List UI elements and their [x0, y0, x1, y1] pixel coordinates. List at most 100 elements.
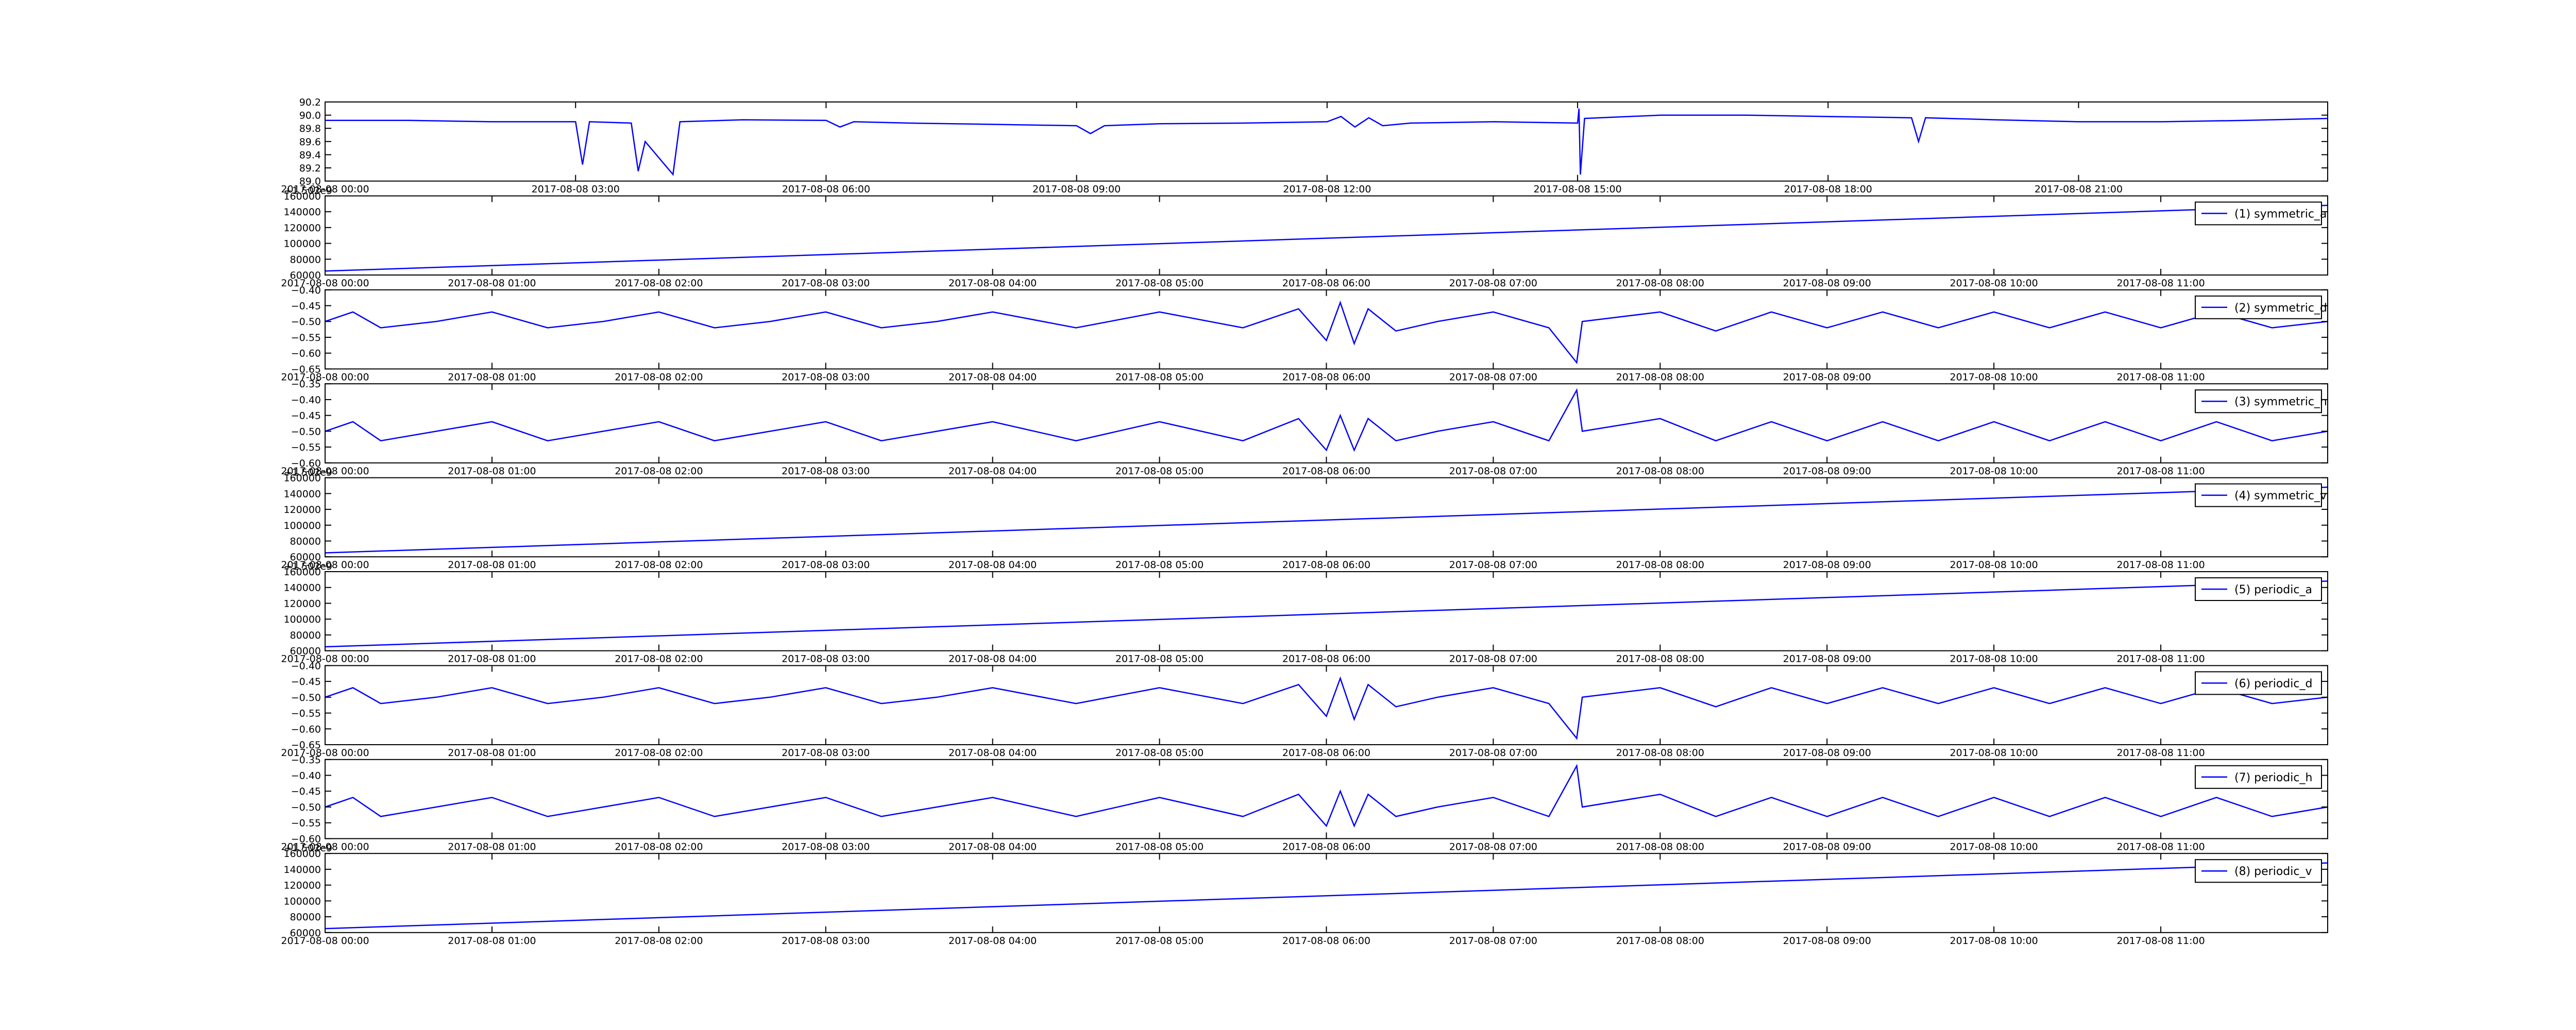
y-tick-label: −0.35 [291, 379, 321, 390]
x-tick-label: 2017-08-08 06:00 [1282, 841, 1370, 852]
x-tick-label: 2017-08-08 07:00 [1449, 841, 1537, 852]
x-tick-label: 2017-08-08 06:00 [782, 184, 870, 195]
plot-area [325, 665, 2328, 745]
y-tick-label: 120000 [283, 504, 321, 516]
x-tick-label: 2017-08-08 07:00 [1449, 466, 1537, 477]
y-tick-label: 120000 [283, 880, 321, 891]
x-tick-label: 2017-08-08 02:00 [615, 747, 703, 759]
x-tick-label: 2017-08-08 11:00 [2116, 935, 2205, 947]
x-tick-label: 2017-08-08 06:00 [1282, 747, 1370, 759]
x-tick-label: 2017-08-08 03:00 [782, 747, 870, 759]
x-tick-label: 2017-08-08 10:00 [1950, 747, 2038, 759]
legend-label: (6) periodic_d [2234, 677, 2312, 690]
x-tick-label: 2017-08-08 07:00 [1449, 278, 1537, 289]
y-tick-label: 90.2 [299, 97, 321, 108]
x-tick-label: 2017-08-08 11:00 [2116, 654, 2205, 665]
x-tick-label: 2017-08-08 10:00 [1950, 371, 2038, 383]
y-tick-label: 160000 [283, 848, 321, 860]
x-tick-label: 2017-08-08 15:00 [1533, 184, 1621, 195]
x-tick-label: 2017-08-08 10:00 [1950, 466, 2038, 477]
x-tick-label: 2017-08-08 04:00 [948, 559, 1037, 571]
x-tick-label: 2017-08-08 10:00 [1950, 841, 2038, 852]
y-tick-label: 89.2 [299, 163, 321, 174]
x-tick-label: 2017-08-08 05:00 [1115, 371, 1204, 383]
x-tick-label: 2017-08-08 05:00 [1115, 935, 1204, 947]
y-tick-label: −0.40 [291, 394, 321, 406]
x-tick-label: 2017-08-08 11:00 [2116, 841, 2205, 852]
x-tick-label: 2017-08-08 06:00 [1282, 559, 1370, 571]
x-tick-label: 2017-08-08 09:00 [1783, 841, 1871, 852]
x-tick-label: 2017-08-08 05:00 [1115, 841, 1204, 852]
y-tick-label: −0.50 [291, 426, 321, 437]
legend-label: (4) symmetric_v [2234, 490, 2327, 503]
x-tick-label: 2017-08-08 07:00 [1449, 371, 1537, 383]
x-tick-label: 2017-08-08 01:00 [448, 747, 536, 759]
y-tick-label: −0.60 [291, 458, 321, 469]
x-tick-label: 2017-08-08 00:00 [281, 747, 369, 759]
x-tick-label: 2017-08-08 04:00 [948, 466, 1037, 477]
x-tick-label: 2017-08-08 10:00 [1950, 559, 2038, 571]
y-tick-label: −0.35 [291, 754, 321, 766]
series-line [325, 204, 2328, 272]
plot-area [325, 853, 2328, 933]
x-tick-label: 2017-08-08 08:00 [1616, 466, 1704, 477]
x-tick-label: 2017-08-08 03:00 [532, 184, 620, 195]
x-tick-label: 2017-08-08 08:00 [1616, 278, 1704, 289]
x-tick-label: 2017-08-08 05:00 [1115, 466, 1204, 477]
legend-label: (5) periodic_a [2234, 583, 2312, 596]
y-tick-label: 120000 [283, 222, 321, 234]
x-tick-label: 2017-08-08 03:00 [782, 466, 870, 477]
y-offset-label: +1.502e9 [284, 843, 332, 854]
y-tick-label: 100000 [283, 520, 321, 531]
y-tick-label: 80000 [290, 536, 321, 547]
y-tick-label: 60000 [290, 270, 321, 281]
x-tick-label: 2017-08-08 06:00 [1282, 466, 1370, 477]
x-tick-label: 2017-08-08 06:00 [1282, 371, 1370, 383]
x-tick-label: 2017-08-08 01:00 [448, 559, 536, 571]
x-tick-label: 2017-08-08 09:00 [1032, 184, 1121, 195]
y-tick-label: −0.60 [291, 833, 321, 845]
y-tick-label: −0.45 [291, 676, 321, 688]
x-tick-label: 2017-08-08 11:00 [2116, 466, 2205, 477]
x-tick-label: 2017-08-08 10:00 [1950, 654, 2038, 665]
y-tick-label: 89.0 [299, 176, 321, 187]
y-tick-label: 89.4 [299, 149, 321, 161]
y-tick-label: 120000 [283, 598, 321, 609]
legend-label: (1) symmetric_a [2234, 208, 2327, 220]
y-tick-label: 100000 [283, 896, 321, 907]
x-tick-label: 2017-08-08 18:00 [1784, 184, 1872, 195]
y-tick-label: 80000 [290, 912, 321, 923]
x-tick-label: 2017-08-08 07:00 [1449, 654, 1537, 665]
y-tick-label: 89.6 [299, 136, 321, 148]
y-tick-label: −0.50 [291, 692, 321, 703]
x-tick-label: 2017-08-08 01:00 [448, 935, 536, 947]
series-line [325, 108, 2328, 176]
y-tick-label: −0.60 [291, 348, 321, 359]
series-line [325, 764, 2328, 828]
x-tick-label: 2017-08-08 07:00 [1449, 935, 1537, 947]
plot-area [325, 102, 2328, 181]
legend-label: (8) periodic_v [2234, 865, 2312, 878]
x-tick-label: 2017-08-08 05:00 [1115, 654, 1204, 665]
y-tick-label: 140000 [283, 207, 321, 218]
x-tick-label: 2017-08-08 09:00 [1783, 278, 1871, 289]
y-tick-label: 89.8 [299, 123, 321, 134]
series-line [325, 486, 2328, 554]
x-tick-label: 2017-08-08 06:00 [1282, 654, 1370, 665]
x-tick-label: 2017-08-08 03:00 [782, 935, 870, 947]
x-tick-label: 2017-08-08 00:00 [281, 654, 369, 665]
series-line [325, 300, 2328, 365]
legend-label: (2) symmetric_d [2234, 302, 2327, 315]
x-tick-label: 2017-08-08 07:00 [1449, 559, 1537, 571]
y-tick-label: −0.55 [291, 708, 321, 719]
y-tick-label: 80000 [290, 254, 321, 265]
x-tick-label: 2017-08-08 06:00 [1282, 278, 1370, 289]
x-tick-label: 2017-08-08 08:00 [1616, 371, 1704, 383]
x-tick-label: 2017-08-08 09:00 [1783, 935, 1871, 947]
y-tick-label: −0.50 [291, 316, 321, 328]
x-tick-label: 2017-08-08 03:00 [782, 559, 870, 571]
x-tick-label: 2017-08-08 02:00 [615, 278, 703, 289]
y-tick-label: 160000 [283, 191, 321, 202]
x-tick-label: 2017-08-08 11:00 [2116, 278, 2205, 289]
x-tick-label: 2017-08-08 08:00 [1616, 935, 1704, 947]
